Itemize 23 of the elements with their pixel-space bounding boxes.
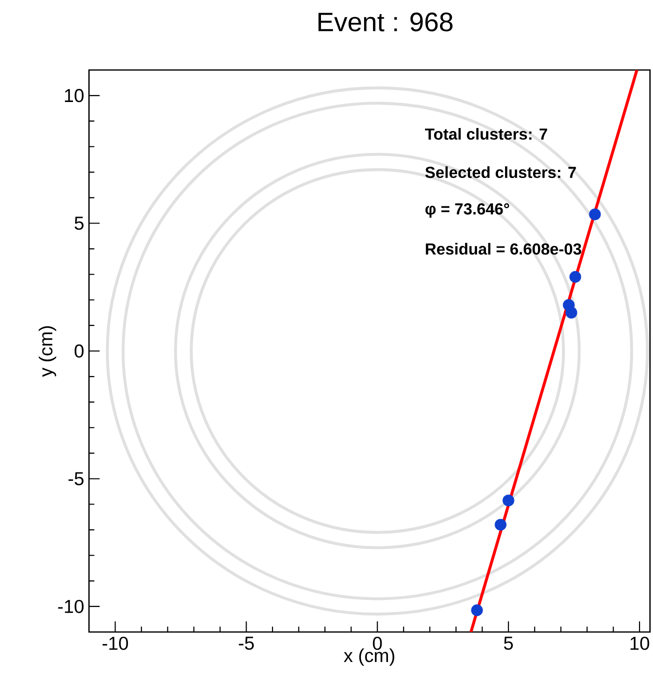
annotation: φ = 73.646° bbox=[425, 203, 510, 218]
point bbox=[494, 518, 506, 531]
y-tick-label: 10 bbox=[64, 88, 84, 102]
annotation: Total clusters: 7 bbox=[425, 128, 548, 140]
x-tick-label: -5 bbox=[238, 636, 254, 650]
annotation: Selected clusters: 7 bbox=[425, 166, 576, 178]
chart-title: Event : 968 bbox=[318, 12, 453, 32]
point bbox=[502, 494, 514, 506]
x-tick-label: 10 bbox=[630, 636, 650, 650]
x-tick-label: -10 bbox=[102, 636, 128, 650]
y-tick-label: 0 bbox=[74, 344, 84, 358]
y-tick-label: -10 bbox=[58, 600, 84, 614]
point bbox=[565, 306, 578, 319]
x-tick-label: 0 bbox=[372, 636, 382, 650]
x-axis-title: x (cm) bbox=[344, 648, 394, 666]
annotation: Residual = 6.608e-03 bbox=[426, 242, 582, 255]
y-tick-label: 5 bbox=[74, 216, 84, 230]
y-axis-title: y (cm) bbox=[38, 326, 56, 377]
x-tick-label: 5 bbox=[504, 636, 513, 650]
point bbox=[471, 604, 483, 616]
point bbox=[569, 271, 582, 283]
y-tick-label: -5 bbox=[68, 472, 84, 486]
point bbox=[589, 208, 601, 220]
